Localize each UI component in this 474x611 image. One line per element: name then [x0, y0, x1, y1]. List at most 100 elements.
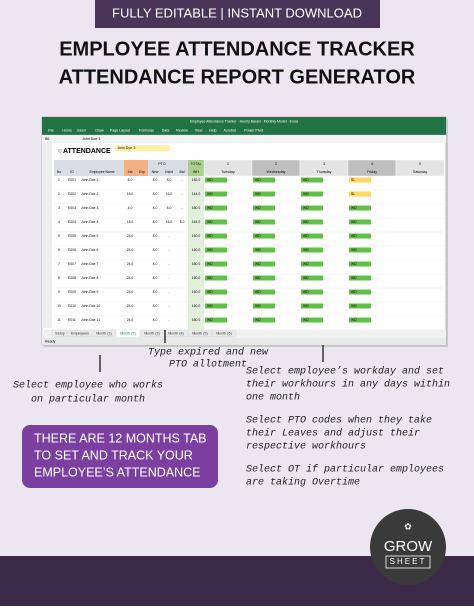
cell: 8.0: [180, 220, 185, 224]
day-cell: [301, 289, 323, 295]
cell: 160.0: [192, 262, 201, 266]
cell: John Doe 4: [81, 220, 98, 224]
column-header: ID: [70, 170, 74, 174]
cell: John Doe 6: [81, 248, 98, 252]
ribbon-tab[interactable]: Review: [176, 128, 188, 132]
total-cell: [188, 218, 204, 232]
ribbon-tab[interactable]: Home: [62, 128, 72, 132]
day-cell: [253, 219, 275, 225]
cell: 16.0: [166, 192, 173, 196]
ribbon-tab[interactable]: Formulas: [139, 128, 154, 132]
sheet-tab-label[interactable]: Month (1): [96, 331, 111, 335]
day-cell: [253, 275, 275, 281]
day-cell: [349, 205, 371, 211]
annotation: Select OT if particular employees: [246, 464, 444, 476]
day-name: Thursday: [317, 170, 332, 174]
annotation: Select employee’s workday and set: [246, 366, 444, 378]
ribbon-tab[interactable]: Power Pivot: [244, 128, 263, 132]
cell: 4: [58, 220, 60, 224]
sheet-tab[interactable]: [211, 329, 237, 338]
sheet-tab-label[interactable]: Employees: [71, 331, 89, 335]
day-code: WD: [255, 290, 261, 294]
ribbon-tab[interactable]: Draw: [95, 128, 104, 132]
day-name: Saturday: [413, 170, 428, 174]
annotation: Select employee who works: [13, 380, 163, 392]
cell: 8.0: [153, 276, 158, 280]
cell: 144.0: [192, 192, 201, 196]
cell: John Doe 2: [81, 192, 98, 196]
sheet-tab-label[interactable]: Month (5): [192, 331, 207, 335]
sheet-tab-label[interactable]: Month (3): [144, 331, 159, 335]
day-cell: [205, 261, 227, 267]
day-code: WD: [207, 234, 213, 238]
sheet-tab-label[interactable]: Setup: [55, 331, 64, 335]
window-title: Employee Attendance Tracker - Hourly Bas…: [190, 119, 299, 123]
cell: 160.0: [192, 318, 201, 322]
ribbon-tab[interactable]: Page Layout: [110, 128, 130, 132]
logo-text: SHEET: [390, 557, 427, 566]
formula-bar: [41, 134, 447, 144]
day-name: Wednesday: [267, 170, 286, 174]
sheet-tab-label[interactable]: Month (6): [216, 331, 231, 335]
cell: 8.0: [153, 206, 158, 210]
day-cell: [349, 289, 371, 295]
header-bg: [188, 160, 204, 176]
day-cell: [205, 219, 227, 225]
annotation: their Leaves and adjust their: [246, 428, 420, 440]
day-cell: [205, 275, 227, 281]
sheet-tab-label[interactable]: Month (4): [168, 331, 183, 335]
day-code: WD: [303, 248, 309, 252]
column-header: No: [57, 170, 61, 174]
total-cell: [188, 274, 204, 288]
cell: 160.0: [192, 276, 201, 280]
cell: 7: [58, 262, 60, 266]
day-cell: [301, 275, 323, 281]
day-code: WD: [207, 318, 213, 322]
day-cell: [253, 233, 275, 239]
total-cell: [188, 190, 204, 204]
day-header-bg: [395, 159, 445, 177]
cell: 8.0: [153, 290, 158, 294]
ribbon-tab[interactable]: Data: [162, 128, 170, 132]
day-code: WD: [207, 304, 213, 308]
day-code: WD: [207, 192, 213, 196]
cell: -: [168, 248, 169, 252]
cell: E001: [68, 178, 76, 182]
day-code: WD: [351, 262, 357, 266]
banner-box: [95, 0, 380, 28]
total-cell: [188, 316, 204, 330]
annotation: are taking Overtime: [246, 477, 360, 489]
cell: -: [168, 262, 169, 266]
day-code: SL: [351, 178, 355, 182]
cell: 24.0: [127, 262, 134, 266]
cell: 8.0: [153, 248, 158, 252]
ribbon-tab[interactable]: View: [195, 128, 203, 132]
day-code: WD: [351, 206, 357, 210]
column-header: Ind: [128, 170, 133, 174]
ribbon-tab[interactable]: File: [48, 128, 54, 132]
day-cell: [349, 317, 371, 323]
group-header: PTO: [158, 162, 166, 166]
ribbon-tab[interactable]: Help: [209, 128, 216, 132]
cell: -: [181, 192, 182, 196]
cell: John Doe 10: [81, 304, 100, 308]
cell: 10: [57, 304, 61, 308]
day-code: WD: [303, 192, 309, 196]
annotation: on particular month: [31, 394, 145, 406]
day-code: WD: [207, 276, 213, 280]
logo-circle: [370, 509, 446, 585]
day-code: WD: [255, 220, 261, 224]
day-code: WD: [255, 192, 261, 196]
annotation: respective workhours: [246, 441, 366, 453]
day-number: 3: [323, 162, 325, 166]
cell: 160.0: [192, 248, 201, 252]
day-code: WD: [303, 290, 309, 294]
cell: -: [168, 318, 169, 322]
ribbon-tab[interactable]: Insert: [77, 128, 86, 132]
ribbon-tab[interactable]: Acrobat: [224, 128, 236, 132]
column-header: Employee Name: [89, 170, 114, 174]
cell: John Doe 1: [81, 178, 98, 182]
status: Ready: [45, 339, 56, 343]
sheet-tab-label[interactable]: Month (2): [120, 331, 135, 335]
excel-window: [41, 116, 447, 346]
